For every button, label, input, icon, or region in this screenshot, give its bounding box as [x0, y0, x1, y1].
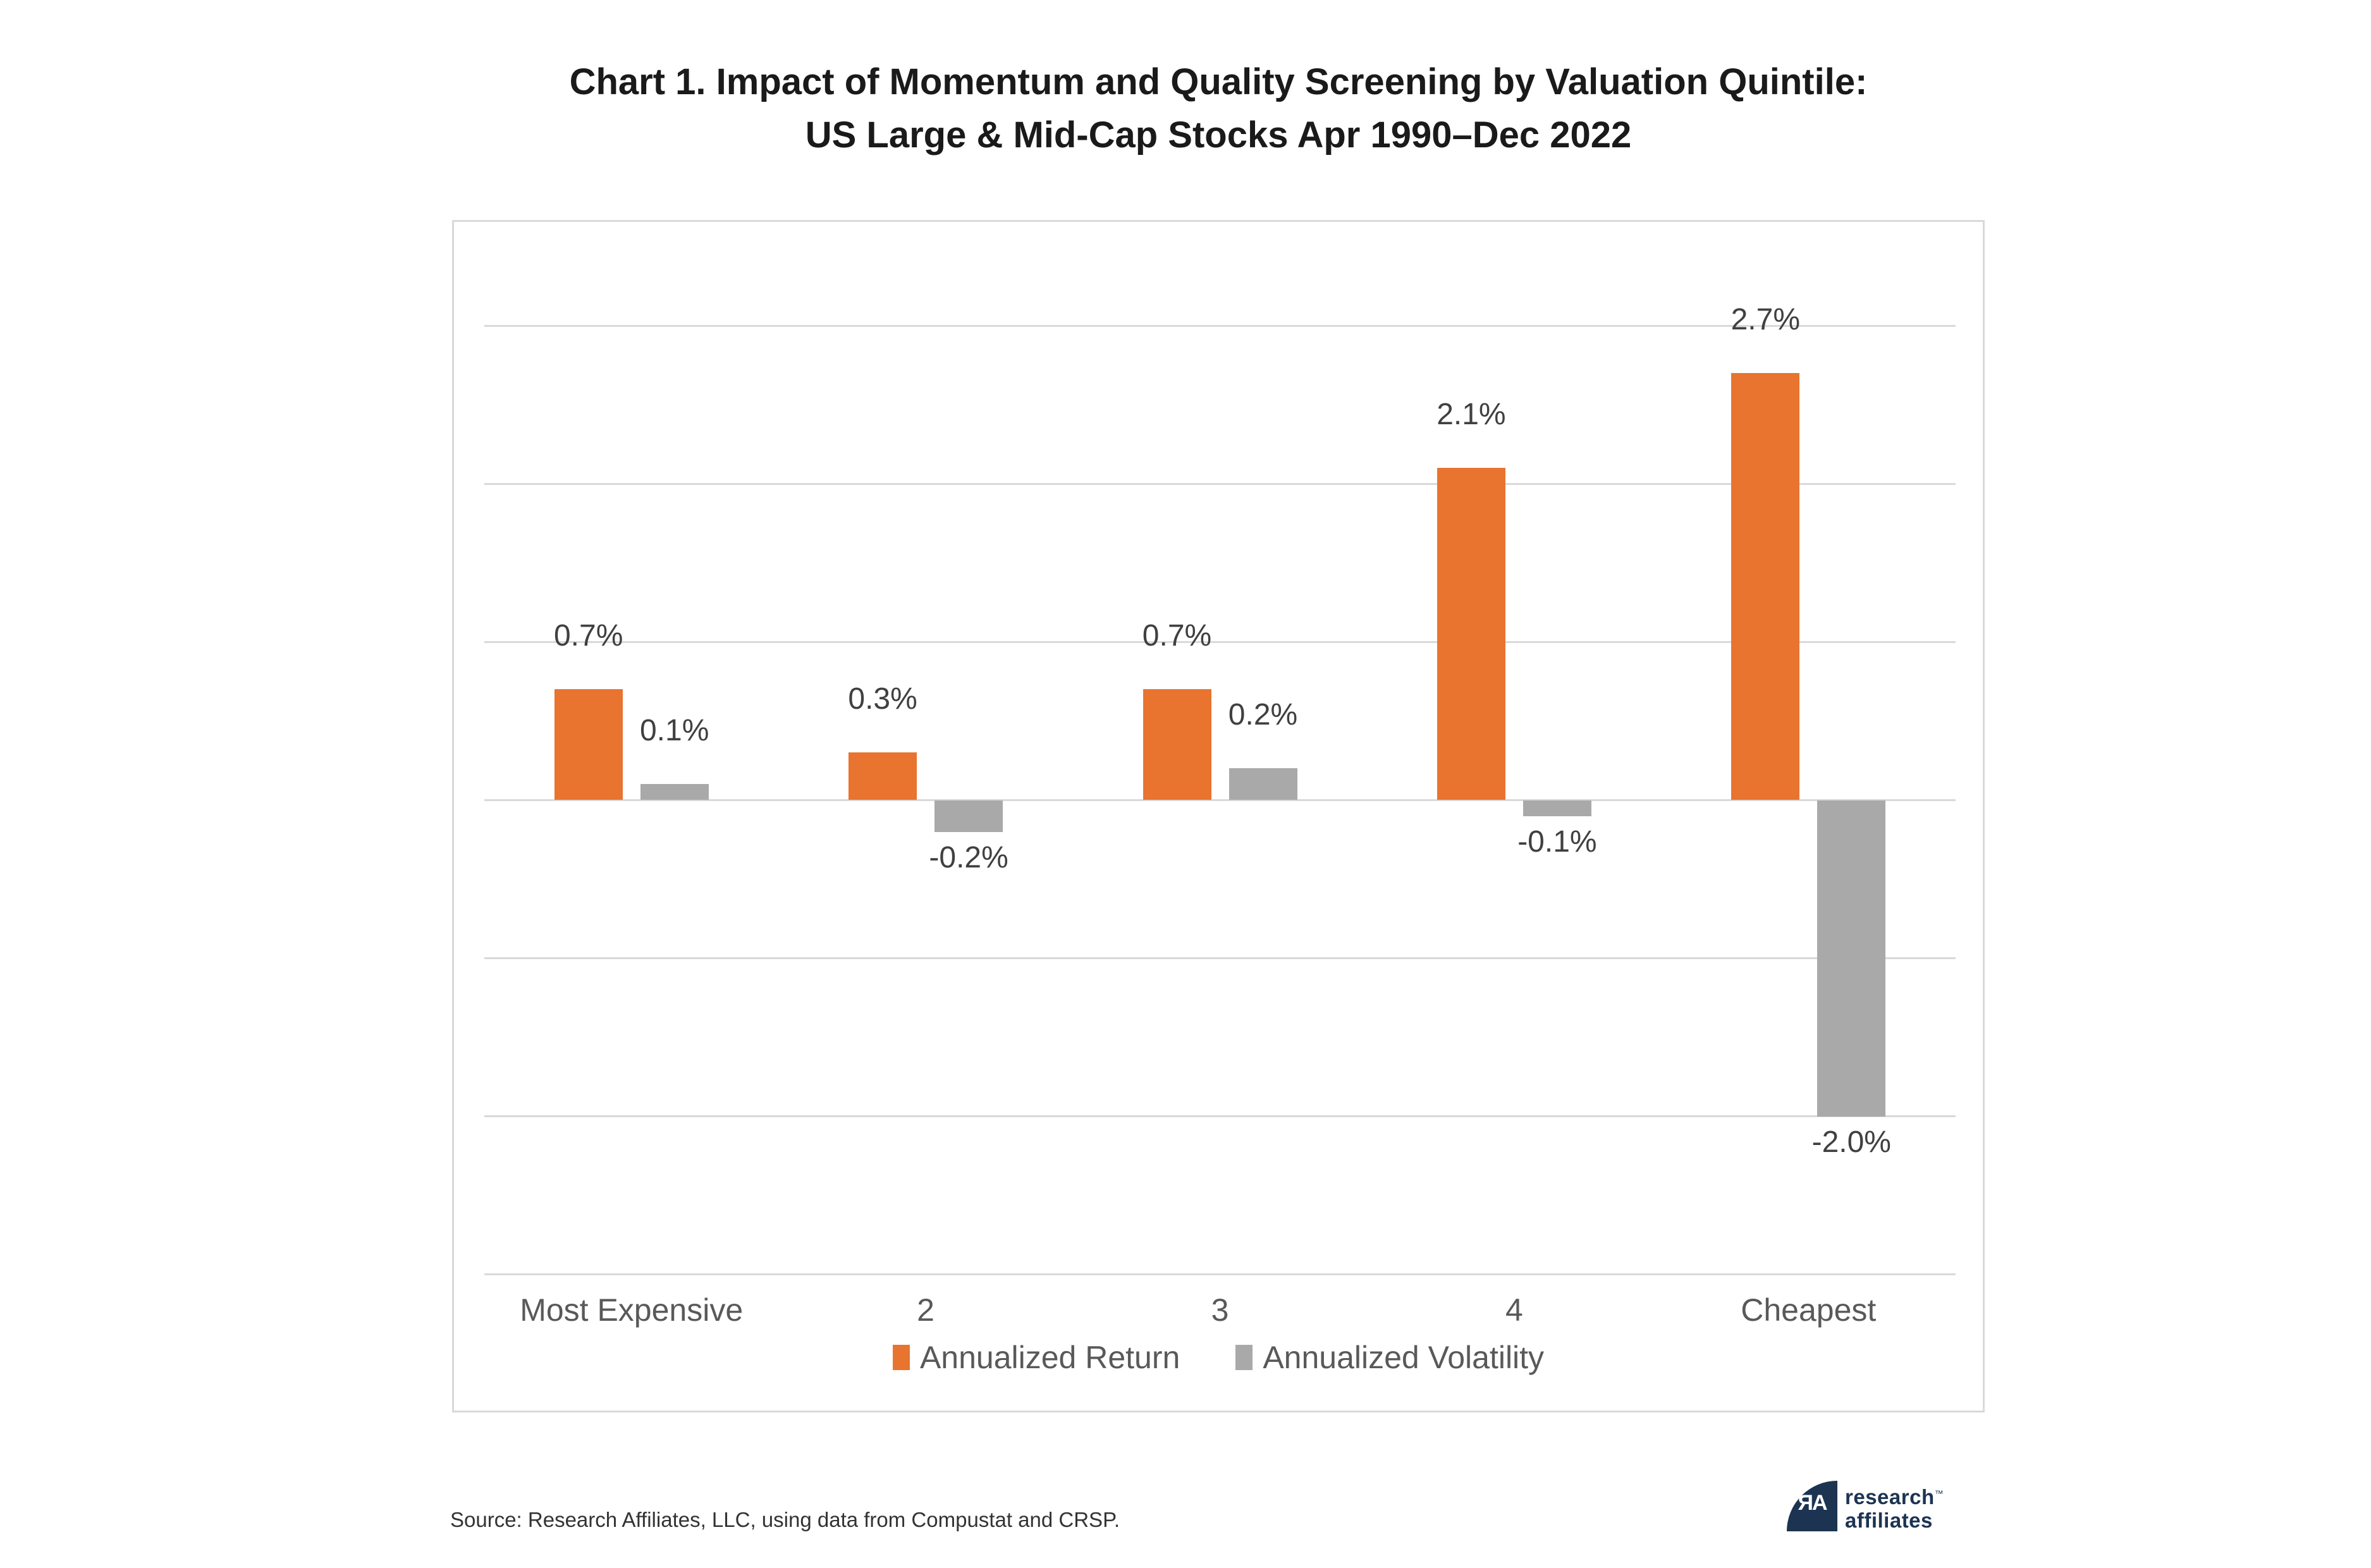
- plot-area: 0.7% 0.3% 0.7% 2.1% 2.7% 0.1% -0.2% 0.2% -0.1% -2…: [484, 303, 1956, 1275]
- category-label-cheapest: Cheapest: [1741, 1292, 1877, 1328]
- bar-annualized-volatility-2: [934, 800, 1003, 832]
- legend-swatch-annualized-volatility: [1235, 1345, 1253, 1370]
- value-label-annualized-return-4: 2.1%: [1437, 398, 1506, 431]
- bar-annualized-volatility-most-expensive: [640, 784, 709, 800]
- category-label-3: 3: [1211, 1292, 1229, 1328]
- bar-annualized-volatility-4: [1522, 800, 1591, 816]
- bar-annualized-return-3: [1143, 689, 1211, 800]
- gridline-1: [484, 641, 1956, 643]
- legend-label-annualized-return: Annualized Return: [919, 1340, 1180, 1375]
- bar-annualized-return-cheapest: [1731, 373, 1800, 800]
- logo-wordmark: research™ affiliates: [1845, 1482, 1944, 1532]
- value-label-annualized-volatility-cheapest: -2.0%: [1811, 1125, 1891, 1159]
- chart-area: 0.7% 0.3% 0.7% 2.1% 2.7% 0.1% -0.2% 0.2% -0.1% -2…: [452, 220, 1985, 1412]
- chart-title-line2: US Large & Mid-Cap Stocks Apr 1990–Dec 2…: [805, 114, 1632, 156]
- logo-wordmark-line2: affiliates: [1845, 1509, 1933, 1532]
- logo-wordmark-line1: research™: [1845, 1485, 1944, 1509]
- gridline--3: [484, 1273, 1956, 1275]
- gridline-3: [484, 325, 1956, 327]
- value-label-annualized-return-most-expensive: 0.7%: [553, 619, 623, 652]
- legend: Annualized Return Annualized Volatility: [454, 1340, 1983, 1375]
- bar-annualized-return-most-expensive: [554, 689, 623, 800]
- chart-title: Chart 1. Impact of Momentum and Quality …: [452, 56, 1985, 162]
- gridline--1: [484, 957, 1956, 959]
- category-axis: Most Expensive 2 3 4 Cheapest: [484, 1290, 1956, 1331]
- gridline--2: [484, 1115, 1956, 1117]
- trademark-symbol: ™: [1934, 1488, 1944, 1498]
- legend-item-annualized-volatility: Annualized Volatility: [1235, 1340, 1544, 1375]
- bar-annualized-volatility-3: [1228, 768, 1297, 800]
- bar-annualized-return-4: [1437, 468, 1505, 800]
- category-label-2: 2: [917, 1292, 934, 1328]
- value-label-annualized-return-cheapest: 2.7%: [1731, 303, 1800, 336]
- logo-quarter-circle-shape: [1787, 1481, 1837, 1531]
- value-label-annualized-volatility-3: 0.2%: [1228, 698, 1298, 732]
- logo: ЯA research™ affiliates: [1787, 1481, 1944, 1532]
- value-label-annualized-return-2: 0.3%: [848, 682, 917, 716]
- bar-annualized-volatility-cheapest: [1817, 800, 1886, 1117]
- source-text: Source: Research Affiliates, LLC, using …: [450, 1508, 1120, 1531]
- value-label-annualized-return-3: 0.7%: [1142, 619, 1212, 652]
- legend-swatch-annualized-return: [892, 1345, 910, 1370]
- bar-annualized-return-2: [849, 752, 917, 800]
- legend-item-annualized-return: Annualized Return: [892, 1340, 1180, 1375]
- value-label-annualized-volatility-4: -0.1%: [1517, 825, 1597, 859]
- logo-monogram: ЯA: [1798, 1491, 1828, 1515]
- category-label-most-expensive: Most Expensive: [520, 1292, 744, 1328]
- gridline-2: [484, 483, 1956, 485]
- logo-mark: ЯA: [1787, 1481, 1837, 1531]
- chart-title-line1: Chart 1. Impact of Momentum and Quality …: [569, 61, 1868, 102]
- legend-label-annualized-volatility: Annualized Volatility: [1263, 1340, 1545, 1375]
- value-label-annualized-volatility-2: -0.2%: [929, 841, 1008, 874]
- value-label-annualized-volatility-most-expensive: 0.1%: [639, 714, 709, 747]
- category-label-4: 4: [1505, 1292, 1523, 1328]
- gridline-0: [484, 799, 1956, 801]
